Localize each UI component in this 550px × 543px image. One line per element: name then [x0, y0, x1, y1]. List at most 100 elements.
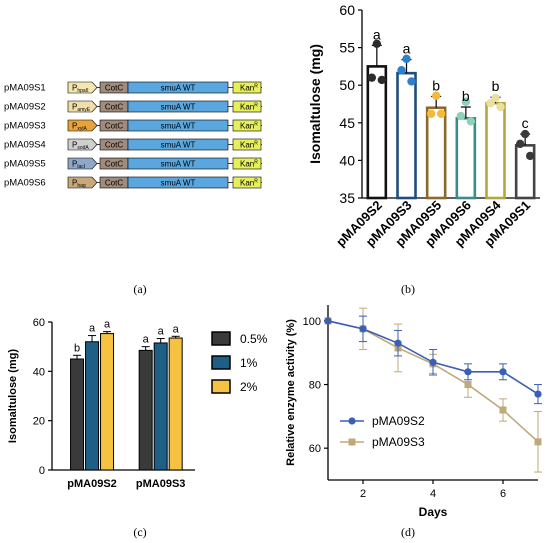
y-tick-label: 80 [309, 380, 321, 392]
legend-label: pMA09S3 [372, 435, 425, 449]
x-axis-label: Days [419, 505, 448, 519]
y-axis-label: Isomaltulose (mg) [7, 349, 19, 443]
promoter-letter: P [72, 122, 77, 131]
bar [366, 65, 388, 200]
construct-name: pMA09S4 [4, 140, 46, 151]
significance-letter: c [522, 115, 529, 131]
construct-row: pMA09S1 PhpaII CotC smuA WT KanR [4, 81, 262, 94]
gene-label: smuA WT [161, 160, 196, 169]
gene-box [127, 100, 229, 113]
bar [396, 71, 417, 200]
significance-letter: b [462, 88, 470, 104]
data-point [464, 368, 472, 376]
data-point [402, 54, 411, 64]
cotc-label: CotC [105, 84, 123, 93]
data-point [491, 93, 500, 103]
data-point [499, 368, 507, 376]
promoter-letter: P [72, 160, 77, 169]
y-tick-label: 55 [339, 40, 355, 56]
bar [425, 106, 447, 200]
caption-b: (b) [401, 282, 415, 296]
promoter-arrow [67, 176, 98, 189]
promoter-subscript: hpaII [77, 88, 88, 94]
data-point [525, 151, 535, 161]
kan-box [232, 176, 262, 189]
data-point [461, 97, 471, 106]
data-point [431, 91, 441, 100]
data-point [324, 317, 332, 325]
kan-label: KanR [240, 122, 258, 131]
kan-box [232, 100, 262, 113]
promoter-arrow [67, 81, 98, 94]
legend-swatch [211, 379, 231, 394]
kan-superscript: R [254, 160, 258, 166]
data-point [394, 339, 402, 347]
gene-label: smuA WT [161, 84, 196, 93]
panel-d-chart: 60 80 100 2 4 6 Days Relative enzyme activity (… [285, 305, 542, 519]
data-point [464, 381, 472, 389]
construct-name: pMA09S3 [4, 121, 46, 132]
cotc-label: CotC [105, 103, 123, 112]
significance-letter: a [89, 323, 96, 335]
kan-text: Kan [240, 103, 254, 112]
data-point [456, 111, 466, 121]
data-point [515, 139, 525, 149]
cotc-label: CotC [105, 160, 123, 169]
legend-label: 1% [240, 356, 258, 370]
legend-marker [348, 438, 356, 446]
kan-label: KanR [240, 84, 258, 93]
data-point [397, 65, 406, 75]
bar [138, 349, 153, 471]
legend-label: 2% [240, 380, 258, 394]
data-point [436, 109, 446, 118]
significance-letter: a [143, 334, 150, 346]
promoter-letter: P [72, 84, 77, 93]
promoter-label: PlacI [72, 160, 85, 171]
y-tick-label: 60 [339, 2, 355, 18]
gene-box [127, 81, 229, 94]
significance-letter: a [104, 319, 111, 331]
significance-letter: b [432, 77, 440, 93]
construct-name: pMA09S2 [4, 102, 46, 113]
series-line [327, 320, 539, 443]
construct-row: pMA09S3 PxylA CotC smuA WT KanR [4, 119, 262, 132]
kan-box [232, 119, 262, 132]
bar [153, 342, 168, 471]
data-point [426, 109, 436, 118]
data-point [359, 325, 367, 333]
significance-letter: b [74, 342, 80, 354]
caption-a: (a) [133, 282, 147, 296]
kan-superscript: R [254, 103, 258, 109]
y-tick-label: 45 [339, 115, 355, 131]
kan-superscript: R [254, 179, 258, 185]
kan-label: KanR [240, 103, 258, 112]
y-axis-label: Isomaltulose (mg) [307, 44, 323, 164]
construct-name: pMA09S1 [4, 83, 46, 94]
data-point [496, 102, 505, 112]
bar [485, 101, 506, 200]
kan-label: KanR [240, 160, 258, 169]
data-point [499, 406, 507, 414]
x-tick-label: 6 [500, 488, 506, 500]
promoter-subscript: xylA [77, 126, 87, 132]
promoter-arrow [67, 138, 98, 151]
y-tick-label: 60 [33, 317, 45, 329]
kan-label: KanR [240, 141, 258, 150]
promoter-letter: P [72, 141, 77, 150]
promoter-arrow [67, 100, 98, 113]
kan-text: Kan [240, 179, 254, 188]
construct-row: pMA09S5 PlacI CotC smuA WT KanR [4, 157, 262, 171]
kan-box [232, 81, 262, 94]
significance-letter: a [403, 41, 411, 57]
construct-name: pMA09S5 [4, 159, 46, 170]
gene-label: smuA WT [161, 122, 196, 131]
data-point [377, 75, 387, 85]
y-tick-label: 40 [339, 152, 355, 168]
gene-box [127, 138, 229, 151]
kan-superscript: R [254, 122, 258, 128]
cotc-label: CotC [105, 141, 123, 150]
kan-box [232, 138, 262, 151]
